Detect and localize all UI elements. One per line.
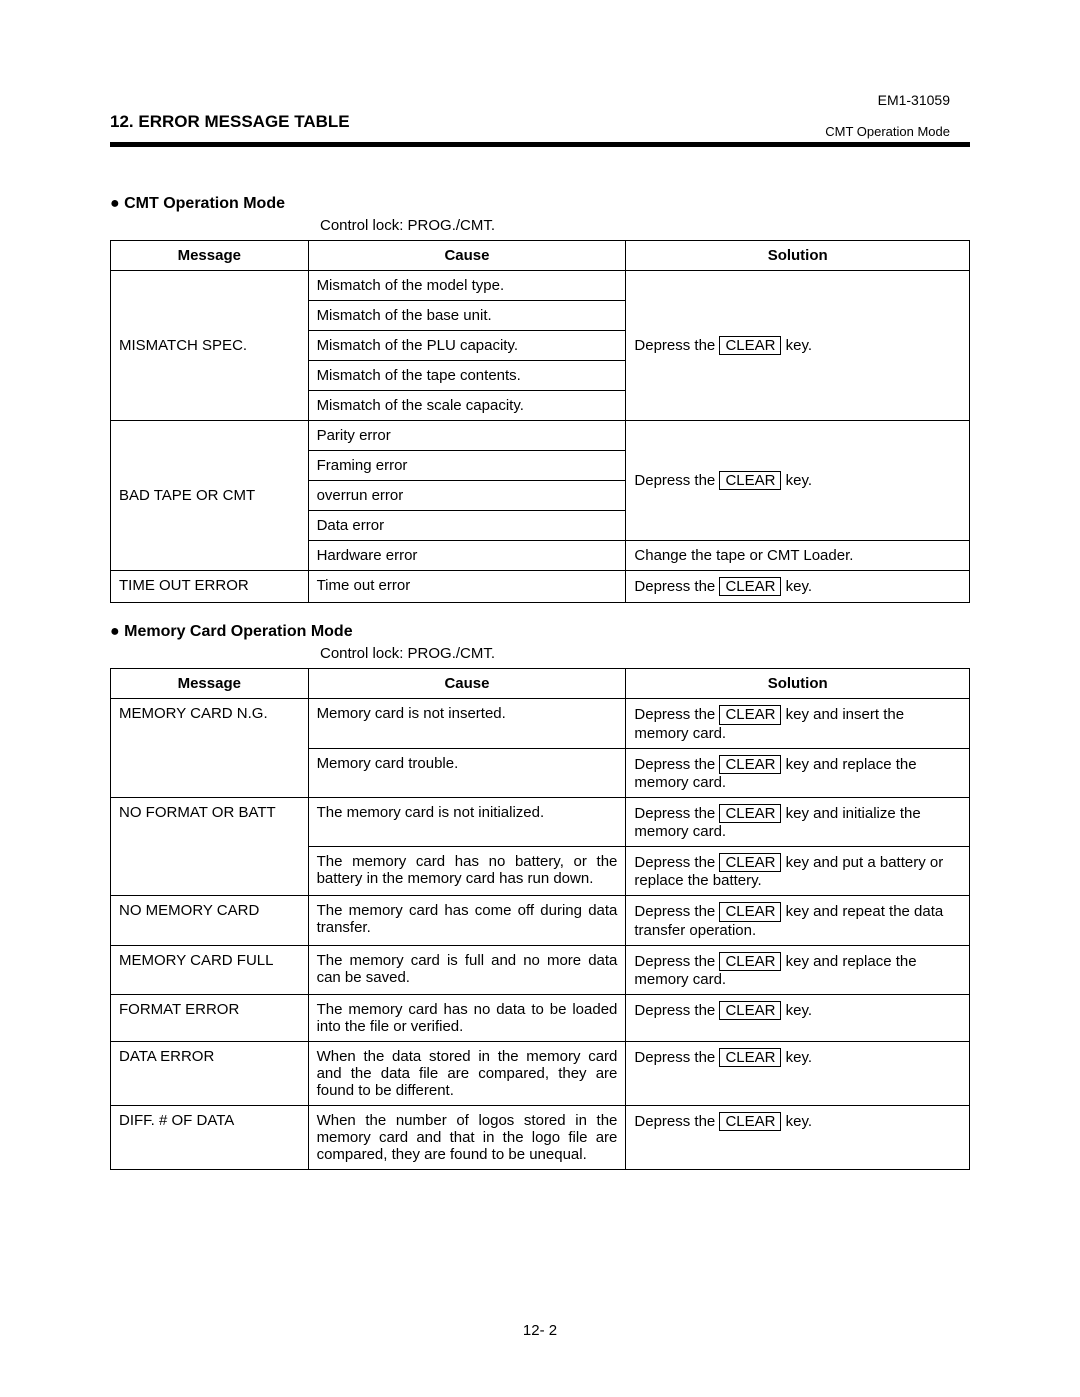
cause-cell: overrun error bbox=[308, 481, 626, 511]
clear-key: CLEAR bbox=[719, 804, 781, 823]
cause-cell: Hardware error bbox=[308, 541, 626, 571]
cause-cell: The memory card is full and no more data… bbox=[308, 945, 626, 994]
solution-cell: Depress the CLEAR key and replace the me… bbox=[626, 945, 970, 994]
cause-cell: Framing error bbox=[308, 451, 626, 481]
clear-key: CLEAR bbox=[719, 853, 781, 872]
cause-cell: Mismatch of the tape contents. bbox=[308, 361, 626, 391]
cause-cell: When the data stored in the memory card … bbox=[308, 1041, 626, 1105]
header-mode: CMT Operation Mode bbox=[825, 124, 950, 139]
solution-cell: Depress the CLEAR key. bbox=[626, 994, 970, 1041]
table-row: TIME OUT ERRORTime out errorDepress the … bbox=[111, 571, 970, 603]
col-message: Message bbox=[111, 241, 309, 271]
msg-cell: TIME OUT ERROR bbox=[111, 571, 309, 603]
msg-cell: FORMAT ERROR bbox=[111, 994, 309, 1041]
msg-cell: MEMORY CARD FULL bbox=[111, 945, 309, 994]
table-row: MEMORY CARD FULLThe memory card is full … bbox=[111, 945, 970, 994]
mem-table: Message Cause Solution MEMORY CARD N.G.M… bbox=[110, 668, 970, 1170]
solution-cell: Change the tape or CMT Loader. bbox=[626, 541, 970, 571]
cause-cell: Mismatch of the model type. bbox=[308, 271, 626, 301]
cause-cell: Mismatch of the scale capacity. bbox=[308, 391, 626, 421]
msg-cell: MEMORY CARD N.G. bbox=[111, 699, 309, 798]
cause-cell: The memory card has no data to be loaded… bbox=[308, 994, 626, 1041]
msg-cell: DATA ERROR bbox=[111, 1041, 309, 1105]
table-header-row: Message Cause Solution bbox=[111, 241, 970, 271]
table-row: NO FORMAT OR BATTThe memory card is not … bbox=[111, 797, 970, 846]
cause-cell: The memory card has no battery, or the b… bbox=[308, 847, 626, 896]
col-message: Message bbox=[111, 669, 309, 699]
section-number: 12. bbox=[110, 112, 134, 131]
clear-key: CLEAR bbox=[719, 577, 781, 596]
cause-cell: Parity error bbox=[308, 421, 626, 451]
table-row: DIFF. # OF DATAWhen the number of logos … bbox=[111, 1105, 970, 1169]
table-row: DATA ERRORWhen the data stored in the me… bbox=[111, 1041, 970, 1105]
solution-cell: Depress the CLEAR key. bbox=[626, 421, 970, 541]
solution-cell: Depress the CLEAR key. bbox=[626, 1041, 970, 1105]
cmt-table: Message Cause Solution MISMATCH SPEC.Mis… bbox=[110, 240, 970, 603]
table-header-row: Message Cause Solution bbox=[111, 669, 970, 699]
section-title-text: ERROR MESSAGE TABLE bbox=[138, 112, 349, 131]
solution-cell: Depress the CLEAR key. bbox=[626, 571, 970, 603]
divider bbox=[110, 142, 970, 147]
mem-heading: Memory Card Operation Mode bbox=[110, 623, 970, 641]
solution-cell: Depress the CLEAR key and put a battery … bbox=[626, 847, 970, 896]
col-cause: Cause bbox=[308, 669, 626, 699]
cmt-heading: CMT Operation Mode bbox=[110, 195, 970, 213]
col-cause: Cause bbox=[308, 241, 626, 271]
clear-key: CLEAR bbox=[719, 336, 781, 355]
solution-cell: Depress the CLEAR key and initialize the… bbox=[626, 797, 970, 846]
table-row: MISMATCH SPEC.Mismatch of the model type… bbox=[111, 271, 970, 301]
cause-cell: Data error bbox=[308, 511, 626, 541]
clear-key: CLEAR bbox=[719, 1001, 781, 1020]
msg-cell: MISMATCH SPEC. bbox=[111, 271, 309, 421]
solution-cell: Depress the CLEAR key and repeat the dat… bbox=[626, 896, 970, 945]
cause-cell: The memory card has come off during data… bbox=[308, 896, 626, 945]
mem-control-lock: Control lock: PROG./CMT. bbox=[320, 645, 970, 662]
table-row: NO MEMORY CARDThe memory card has come o… bbox=[111, 896, 970, 945]
cause-cell: When the number of logos stored in the m… bbox=[308, 1105, 626, 1169]
table-row: FORMAT ERRORThe memory card has no data … bbox=[111, 994, 970, 1041]
cause-cell: The memory card is not initialized. bbox=[308, 797, 626, 846]
page-number: 12- 2 bbox=[0, 1322, 1080, 1339]
cmt-control-lock: Control lock: PROG./CMT. bbox=[320, 217, 970, 234]
clear-key: CLEAR bbox=[719, 705, 781, 724]
cause-cell: Memory card trouble. bbox=[308, 748, 626, 797]
cause-cell: Memory card is not inserted. bbox=[308, 699, 626, 748]
cause-cell: Mismatch of the base unit. bbox=[308, 301, 626, 331]
msg-cell: DIFF. # OF DATA bbox=[111, 1105, 309, 1169]
col-solution: Solution bbox=[626, 669, 970, 699]
table-row: BAD TAPE OR CMTParity errorDepress the C… bbox=[111, 421, 970, 451]
solution-cell: Depress the CLEAR key. bbox=[626, 271, 970, 421]
clear-key: CLEAR bbox=[719, 1048, 781, 1067]
clear-key: CLEAR bbox=[719, 1112, 781, 1131]
clear-key: CLEAR bbox=[719, 902, 781, 921]
solution-cell: Depress the CLEAR key and replace the me… bbox=[626, 748, 970, 797]
doc-id: EM1-31059 bbox=[878, 92, 950, 108]
page: EM1-31059 12. ERROR MESSAGE TABLE CMT Op… bbox=[0, 0, 1080, 1397]
cause-cell: Mismatch of the PLU capacity. bbox=[308, 331, 626, 361]
clear-key: CLEAR bbox=[719, 471, 781, 490]
solution-cell: Depress the CLEAR key. bbox=[626, 1105, 970, 1169]
col-solution: Solution bbox=[626, 241, 970, 271]
clear-key: CLEAR bbox=[719, 755, 781, 774]
table-row: MEMORY CARD N.G.Memory card is not inser… bbox=[111, 699, 970, 748]
solution-cell: Depress the CLEAR key and insert the mem… bbox=[626, 699, 970, 748]
clear-key: CLEAR bbox=[719, 952, 781, 971]
msg-cell: BAD TAPE OR CMT bbox=[111, 421, 309, 571]
msg-cell: NO FORMAT OR BATT bbox=[111, 797, 309, 896]
cause-cell: Time out error bbox=[308, 571, 626, 603]
msg-cell: NO MEMORY CARD bbox=[111, 896, 309, 945]
